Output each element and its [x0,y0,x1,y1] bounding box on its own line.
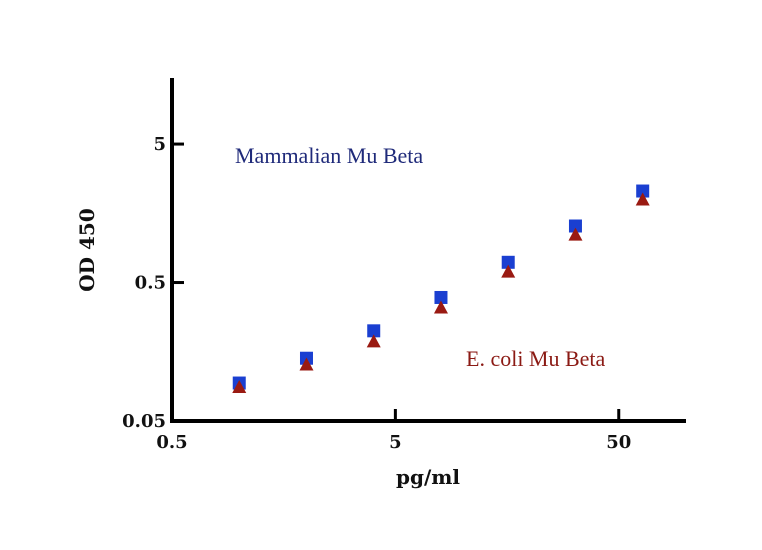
ecoli-data-point [299,357,314,371]
ecoli-data-point [501,264,516,278]
series-label-mammalian: Mammalian Mu Beta [235,143,423,168]
axis-ticks: 0.5 5 500.050.55 [122,134,631,453]
mammalian-data-point [568,219,582,233]
mammalian-data-point [636,184,650,198]
ecoli-data-point [232,380,247,394]
y-axis-title: OD 450 [75,208,99,291]
y-tick-label: 0.5 [135,273,166,294]
x-tick-label: 50 [606,432,631,453]
y-tick-label: 5 [153,134,166,155]
mammalian-data-point [501,255,515,269]
x-axis-title: pg/ml [396,465,460,489]
series-label-ecoli: E. coli Mu Beta [466,346,606,371]
mammalian-data-point [434,290,448,304]
ecoli-data-point [366,334,381,348]
ecoli-data-point [635,192,650,206]
ecoli-data-point [568,227,583,241]
x-tick-label: 5 [389,432,402,453]
y-tick-label: 0.05 [122,411,166,432]
mammalian-data-point [367,324,381,338]
plot-area [232,184,650,394]
ecoli-data-point [433,300,448,314]
x-tick-label: 0.5 [156,432,187,453]
